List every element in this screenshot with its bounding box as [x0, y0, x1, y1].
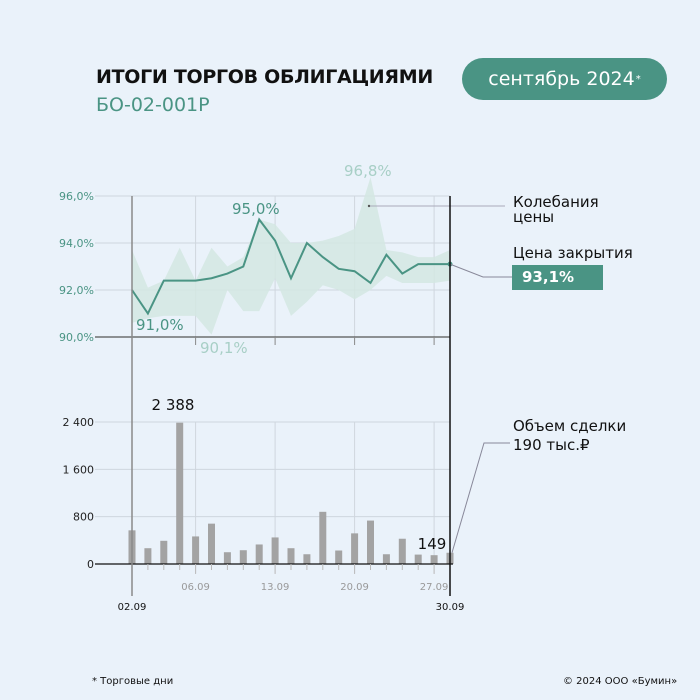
- volume-bar: [192, 536, 200, 564]
- copyright: © 2024 ООО «Бумин»: [563, 676, 678, 687]
- volume-bar: [144, 548, 152, 564]
- legend-close-label: Цена закрытия: [513, 244, 633, 262]
- x-tick-label: 02.09: [118, 602, 147, 613]
- max-close-label: 95,0%: [232, 200, 280, 218]
- footnote: * Торговые дни: [92, 676, 174, 687]
- volume-bar: [367, 520, 374, 564]
- min-range-label: 90,1%: [200, 339, 248, 357]
- close-value-badge: 93,1%: [512, 265, 603, 290]
- volume-bar: [208, 523, 215, 564]
- volume-bar: [255, 544, 263, 564]
- volume-tick-label: 0: [87, 558, 94, 571]
- volume-tick-label: 2 400: [63, 416, 95, 429]
- max-volume-label: 2 388: [152, 396, 195, 414]
- volume-bar: [414, 554, 422, 564]
- volume-bar: [287, 548, 295, 564]
- x-tick-label: 30.09: [436, 602, 465, 613]
- x-tick-label: 13.09: [261, 582, 290, 593]
- period-text: сентябрь 2024: [488, 68, 635, 90]
- price-tick-label: 96,0%: [59, 190, 94, 203]
- volume-bar: [382, 554, 390, 564]
- period-badge: сентябрь 2024 *: [462, 58, 667, 100]
- min-close-label: 91,0%: [136, 316, 184, 334]
- period-mark: *: [635, 73, 641, 85]
- volume-bar: [223, 552, 231, 564]
- volume-bar: [271, 537, 279, 564]
- legend-range-label-1: Колебания: [513, 193, 599, 211]
- bond-code: БО-02-001Р: [96, 94, 210, 116]
- volume-bar: [176, 422, 184, 564]
- range-leader-dot: [367, 204, 371, 208]
- volume-bar: [319, 511, 327, 564]
- volume-bar: [303, 554, 311, 564]
- page-title: ИТОГИ ТОРГОВ ОБЛИГАЦИЯМИ: [96, 66, 433, 88]
- volume-bar: [160, 540, 168, 564]
- price-range-band: [132, 177, 450, 335]
- volume-bar: [351, 533, 359, 564]
- volume-bar: [239, 550, 247, 564]
- volume-tick-label: 1 600: [63, 463, 95, 476]
- x-tick-label: 06.09: [181, 582, 210, 593]
- price-tick-label: 92,0%: [59, 284, 94, 297]
- legend-volume-label-1: Объем сделки: [513, 417, 627, 435]
- last-volume-label: 149: [418, 535, 447, 553]
- close-leader-line: [449, 263, 512, 278]
- volume-bar: [335, 550, 343, 564]
- x-tick-label: 27.09: [420, 582, 449, 593]
- legend-volume-label-2: 190 тыс.₽: [513, 436, 590, 454]
- legend-range-label-2: цены: [513, 208, 555, 226]
- close-price-line: [131, 217, 450, 316]
- price-tick-label: 94,0%: [59, 237, 94, 250]
- volume-leader-line: [451, 442, 510, 553]
- volume-tick-label: 800: [73, 511, 94, 524]
- x-tick-label: 20.09: [340, 582, 369, 593]
- volume-bar: [398, 538, 406, 564]
- price-tick-label: 90,0%: [59, 331, 94, 344]
- volume-bar: [430, 555, 438, 564]
- max-range-label: 96,8%: [344, 162, 392, 180]
